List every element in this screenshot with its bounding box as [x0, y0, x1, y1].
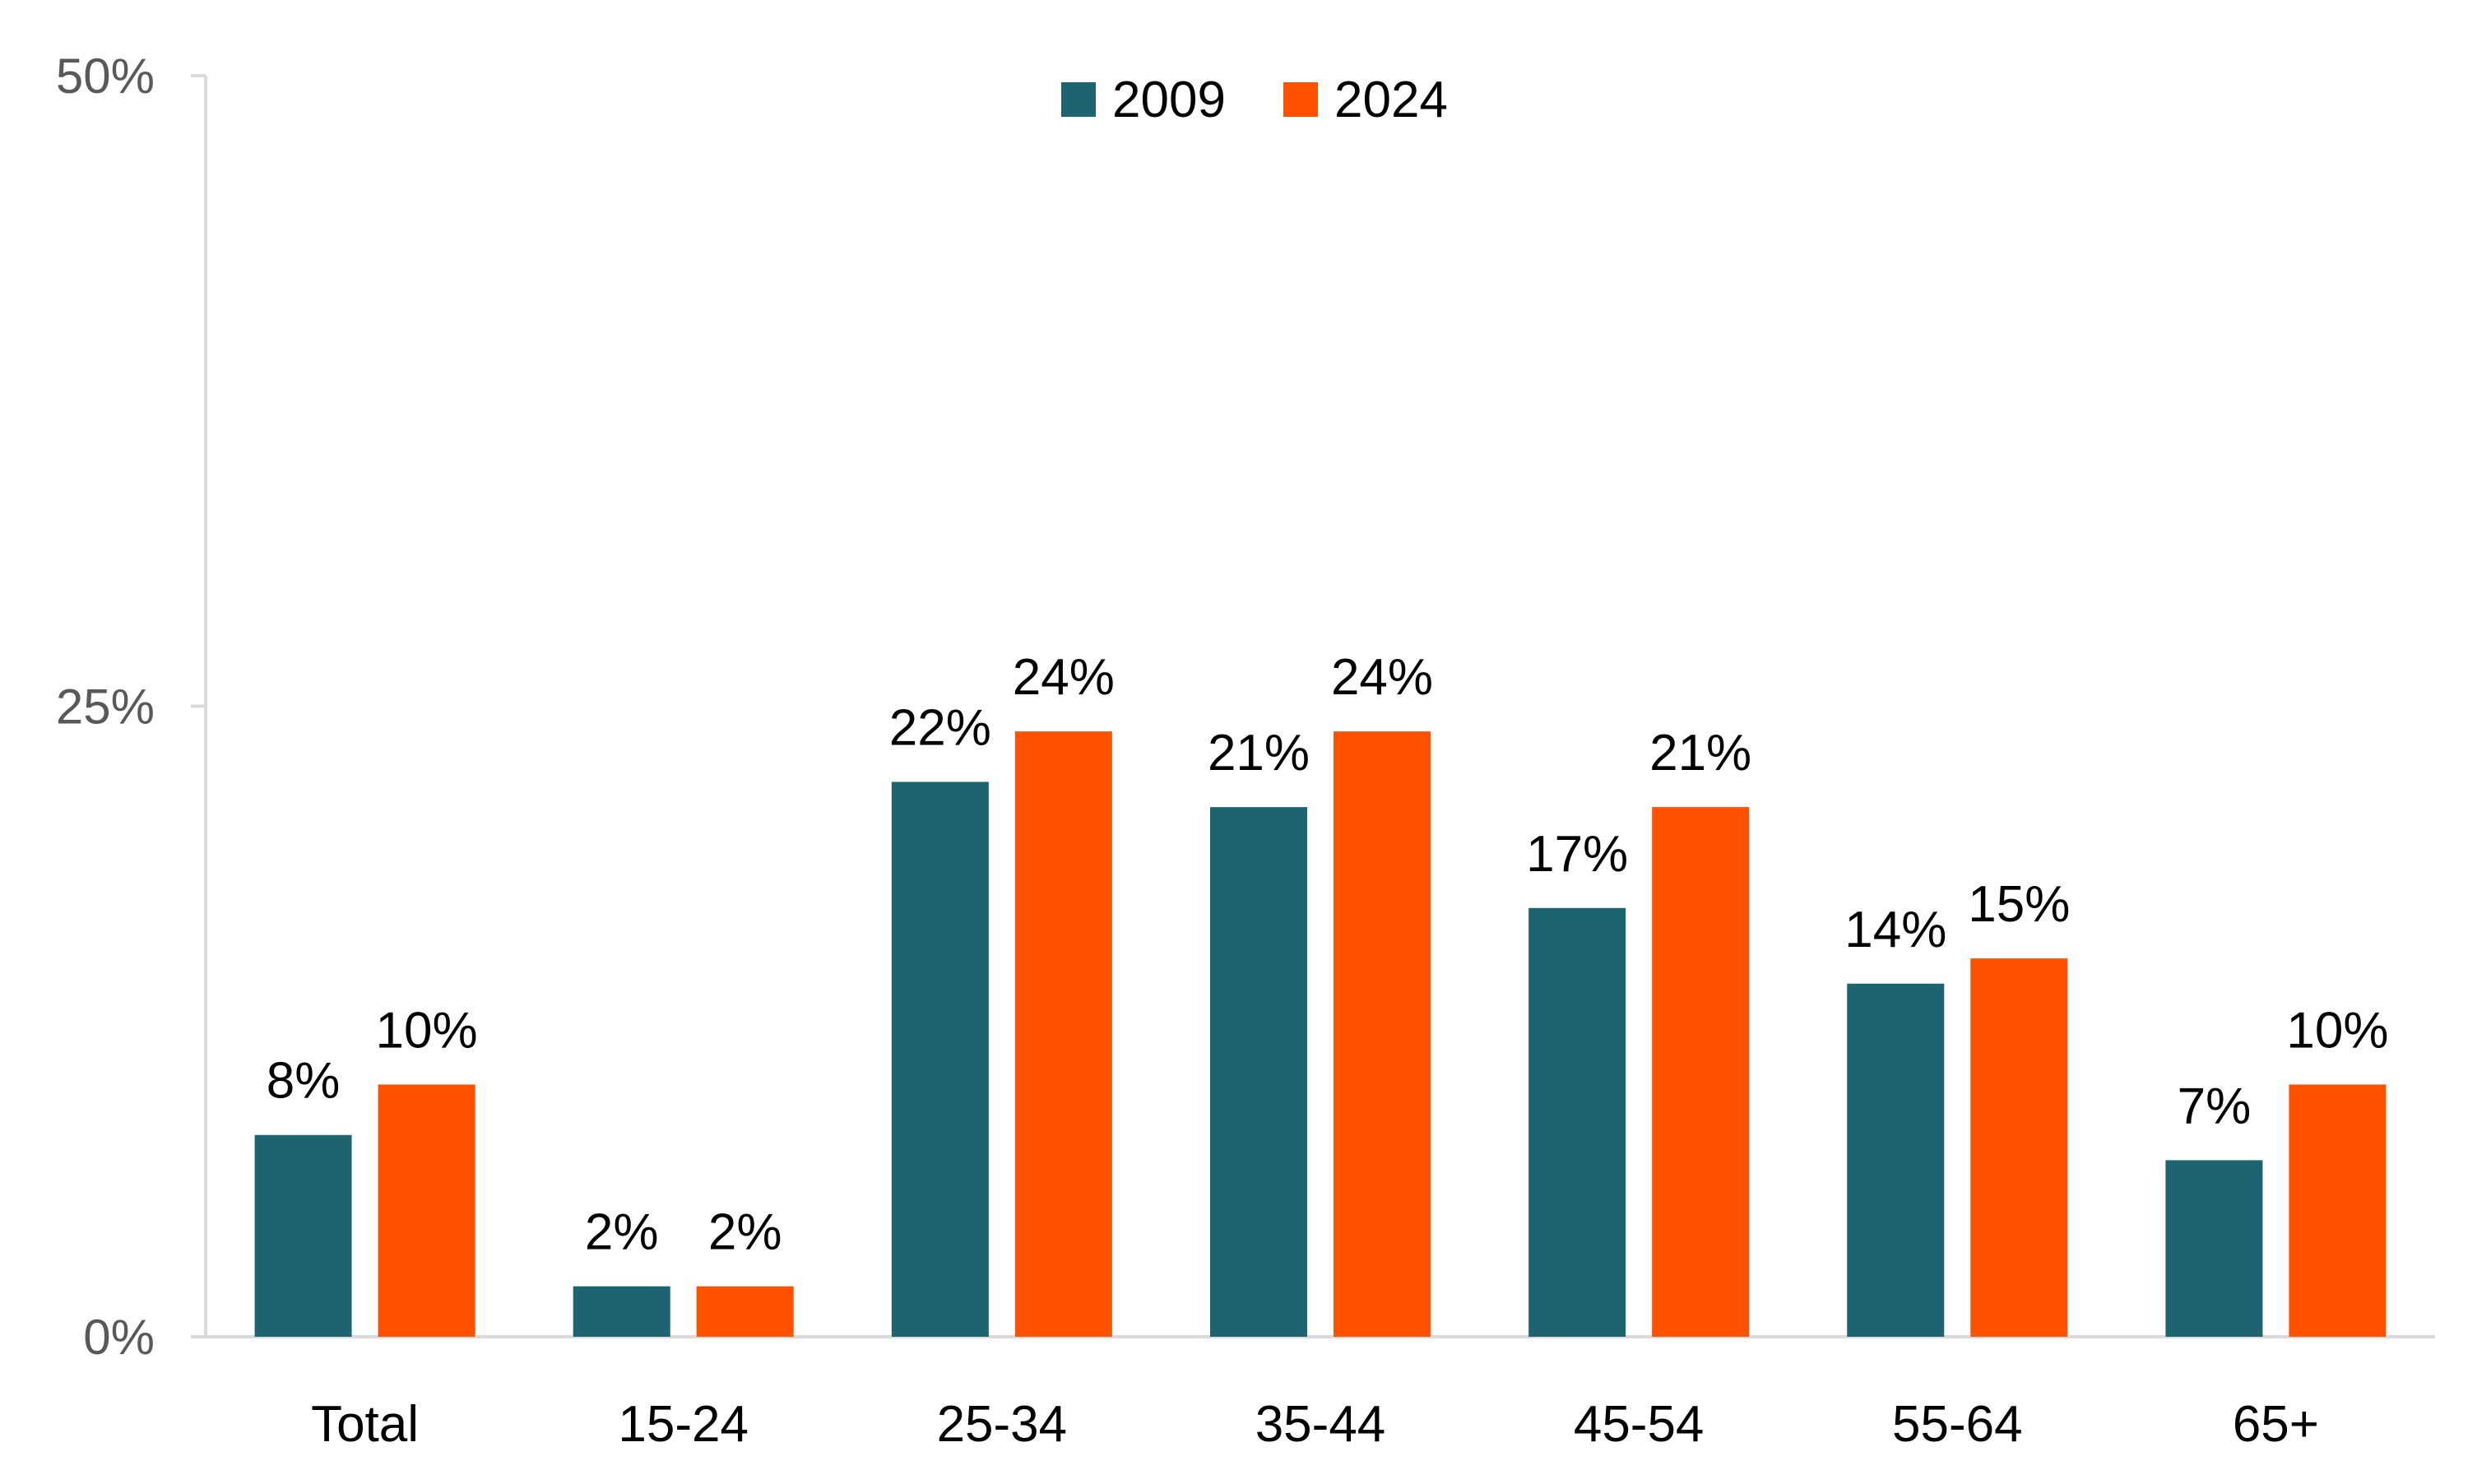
bar-2024-15-24 — [696, 1286, 794, 1337]
bar-2009-55-64 — [1847, 983, 1945, 1337]
legend-swatch-2009 — [1061, 82, 1096, 117]
bar-2009-25-34 — [891, 781, 989, 1337]
bar-2024-25-34 — [1014, 731, 1112, 1337]
data-label-2009-25-34: 22% — [889, 699, 991, 756]
data-labels: 8% 10% 2% 2% 22% 24% 21% 24% 17% 21% 14% 15% 7% 10% — [267, 649, 2389, 1261]
bars — [254, 731, 2387, 1337]
y-tick-label: 0% — [83, 1310, 155, 1365]
data-label-2009-35-44: 21% — [1208, 725, 1310, 781]
bar-2024-35-44 — [1334, 731, 1431, 1337]
legend-label-2024: 2024 — [1334, 72, 1448, 128]
bar-2009-Total — [254, 1134, 352, 1337]
x-category-label: 15-24 — [618, 1396, 749, 1453]
x-category-label: 25-34 — [937, 1396, 1068, 1453]
data-label-2009-Total: 8% — [267, 1053, 341, 1110]
bar-2024-55-64 — [1970, 958, 2068, 1337]
x-category-label: 35-44 — [1255, 1396, 1386, 1453]
legend: 2009 2024 — [1061, 72, 1448, 128]
bar-2009-35-44 — [1210, 807, 1307, 1337]
x-category-label: 65+ — [2233, 1396, 2319, 1453]
x-category-label: Total — [311, 1396, 419, 1453]
data-label-2024-15-24: 2% — [708, 1204, 782, 1261]
data-label-2009-45-54: 17% — [1526, 826, 1628, 883]
data-label-2024-25-34: 24% — [1013, 649, 1115, 706]
data-label-2024-65+: 10% — [2286, 1002, 2388, 1059]
bar-2009-65+ — [2165, 1160, 2263, 1337]
data-label-2009-15-24: 2% — [585, 1204, 659, 1261]
x-category-label: 55-64 — [1892, 1396, 2023, 1453]
x-category-label: 45-54 — [1574, 1396, 1705, 1453]
bar-2009-45-54 — [1528, 907, 1626, 1337]
y-tick-label: 50% — [56, 49, 155, 104]
data-label-2024-45-54: 21% — [1649, 725, 1751, 781]
bar-2024-45-54 — [1652, 807, 1750, 1337]
data-label-2024-35-44: 24% — [1331, 649, 1433, 706]
y-tick-label: 25% — [56, 679, 155, 735]
bar-2024-65+ — [2289, 1084, 2387, 1337]
bar-2009-15-24 — [573, 1286, 670, 1337]
legend-label-2009: 2009 — [1112, 72, 1226, 128]
legend-swatch-2024 — [1283, 82, 1318, 117]
data-label-2024-Total: 10% — [376, 1002, 478, 1059]
data-label-2009-65+: 7% — [2178, 1078, 2252, 1134]
data-label-2024-55-64: 15% — [1968, 876, 2070, 933]
data-label-2009-55-64: 14% — [1844, 902, 1946, 958]
axes: 0% 25% 50% Total 15-24 25-34 35-44 45-54 55-64 65… — [56, 49, 2435, 1453]
bar-2024-Total — [378, 1084, 475, 1337]
